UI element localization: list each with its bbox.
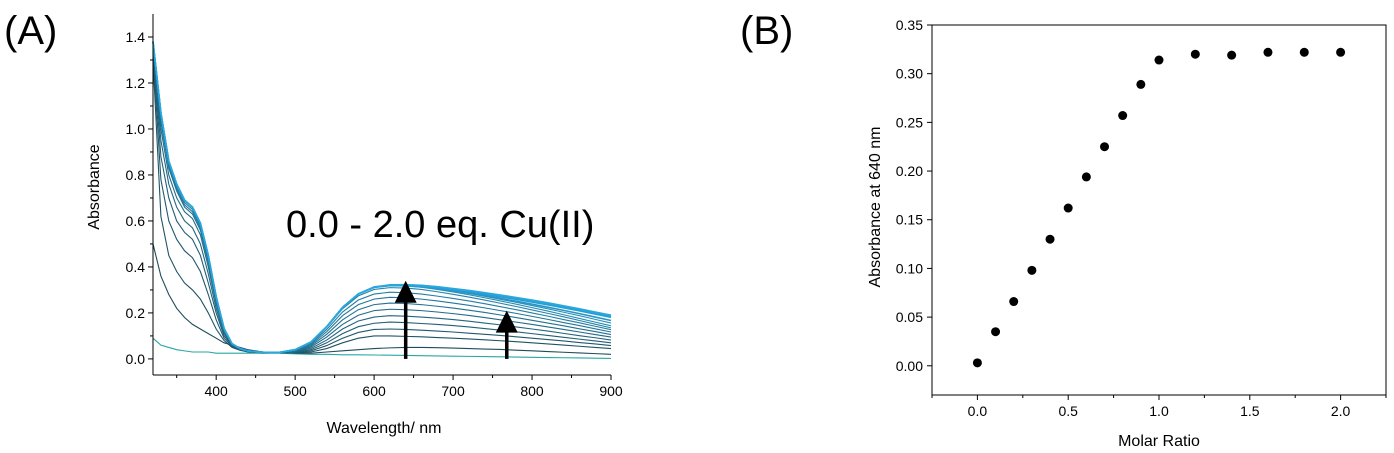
chart-a-series-group	[152, 41, 612, 359]
data-point-13	[1263, 47, 1273, 57]
spectrum-line-13	[152, 41, 612, 354]
chart-b-y-tick-label: 0.05	[896, 309, 923, 325]
increase-arrow-0	[394, 280, 417, 359]
data-point-15	[1336, 47, 1346, 57]
data-point-12	[1227, 50, 1237, 60]
chart-b-y-tick-label: 0.35	[896, 17, 923, 33]
spectrum-line-2	[152, 59, 612, 354]
data-point-4	[1045, 234, 1055, 244]
spectrum-line-1	[152, 243, 612, 355]
data-point-10	[1154, 55, 1164, 65]
panel-b-label: (B)	[740, 9, 793, 53]
data-point-5	[1063, 203, 1073, 213]
chart-a-y-tick-label: 0.0	[126, 351, 146, 367]
chart-b-y-tick-label: 0.30	[896, 66, 923, 82]
chart-a-x-axis-title: Wavelength/ nm	[326, 420, 441, 437]
data-point-11	[1190, 49, 1200, 59]
increase-arrow-1	[495, 310, 518, 359]
chart-a-axes: 0.0 0.2 0.4 0.6 0.8 1.0 1.2 1.4 400 500 600 700 800 9…	[126, 14, 623, 399]
spectrum-line-3	[152, 53, 612, 354]
data-point-2	[1009, 297, 1019, 307]
data-point-6	[1081, 172, 1091, 182]
chart-b-y-tick-label: 0.00	[896, 358, 923, 374]
spectrum-line-16	[152, 41, 612, 354]
chart-a-annotation: 0.0 - 2.0 eq. Cu(II)	[286, 204, 594, 246]
data-point-14	[1299, 47, 1309, 57]
chart-b-x-tick-label: 0.0	[968, 403, 988, 419]
chart-b-x-tick-label: 1.5	[1240, 403, 1260, 419]
chart-b-y-tick-label: 0.25	[896, 114, 923, 130]
chart-b-points	[972, 47, 1346, 368]
data-point-1	[991, 327, 1001, 337]
data-point-0	[972, 358, 982, 368]
chart-b-x-tick-label: 0.5	[1058, 403, 1078, 419]
data-point-8	[1118, 111, 1128, 121]
data-point-9	[1136, 79, 1146, 89]
chart-b-axes: 0.00 0.05 0.10 0.15 0.20 0.25 0.30 0.35 0.0 0.5 1.…	[896, 17, 1387, 419]
chart-a-x-tick-label: 900	[599, 383, 623, 399]
data-point-3	[1027, 265, 1037, 275]
chart-b-frame	[931, 24, 1387, 396]
spectrum-line-6	[152, 43, 612, 354]
chart-a-x-tick-label: 500	[283, 383, 307, 399]
panel-a-label: (A)	[4, 9, 57, 53]
chart-b-y-tick-label: 0.20	[896, 163, 923, 179]
chart-a: 0.0 0.2 0.4 0.6 0.8 1.0 1.2 1.4 400 500 600 700 800 9…	[86, 14, 623, 437]
chart-a-x-tick-label: 800	[520, 383, 544, 399]
chart-a-y-tick-label: 1.0	[126, 121, 146, 137]
chart-a-x-tick-label: 600	[362, 383, 386, 399]
chart-a-y-axis-title: Absorbance	[86, 144, 103, 229]
chart-a-y-tick-label: 0.8	[126, 167, 146, 183]
chart-a-arrows	[394, 280, 518, 359]
chart-a-x-tick-label: 700	[441, 383, 465, 399]
chart-b-x-tick-label: 1.0	[1149, 403, 1169, 419]
chart-a-y-tick-label: 0.6	[126, 213, 146, 229]
chart-b-y-tick-label: 0.10	[896, 260, 923, 276]
data-point-7	[1100, 142, 1110, 152]
chart-b-x-tick-label: 2.0	[1331, 403, 1351, 419]
chart-a-y-tick-label: 0.4	[126, 259, 146, 275]
chart-a-y-tick-label: 1.2	[126, 75, 146, 91]
spectrum-line-0	[152, 337, 612, 359]
chart-a-y-tick-label: 1.4	[126, 29, 146, 45]
chart-a-x-tick-label: 400	[204, 383, 228, 399]
chart-b: 0.00 0.05 0.10 0.15 0.20 0.25 0.30 0.35 0.0 0.5 1.…	[867, 17, 1387, 450]
chart-a-y-tick-label: 0.2	[126, 305, 146, 321]
chart-b-x-axis-title: Molar Ratio	[1118, 433, 1200, 450]
chart-b-y-axis-title: Absorbance at 640 nm	[867, 127, 884, 288]
chart-b-y-tick-label: 0.15	[896, 212, 923, 228]
